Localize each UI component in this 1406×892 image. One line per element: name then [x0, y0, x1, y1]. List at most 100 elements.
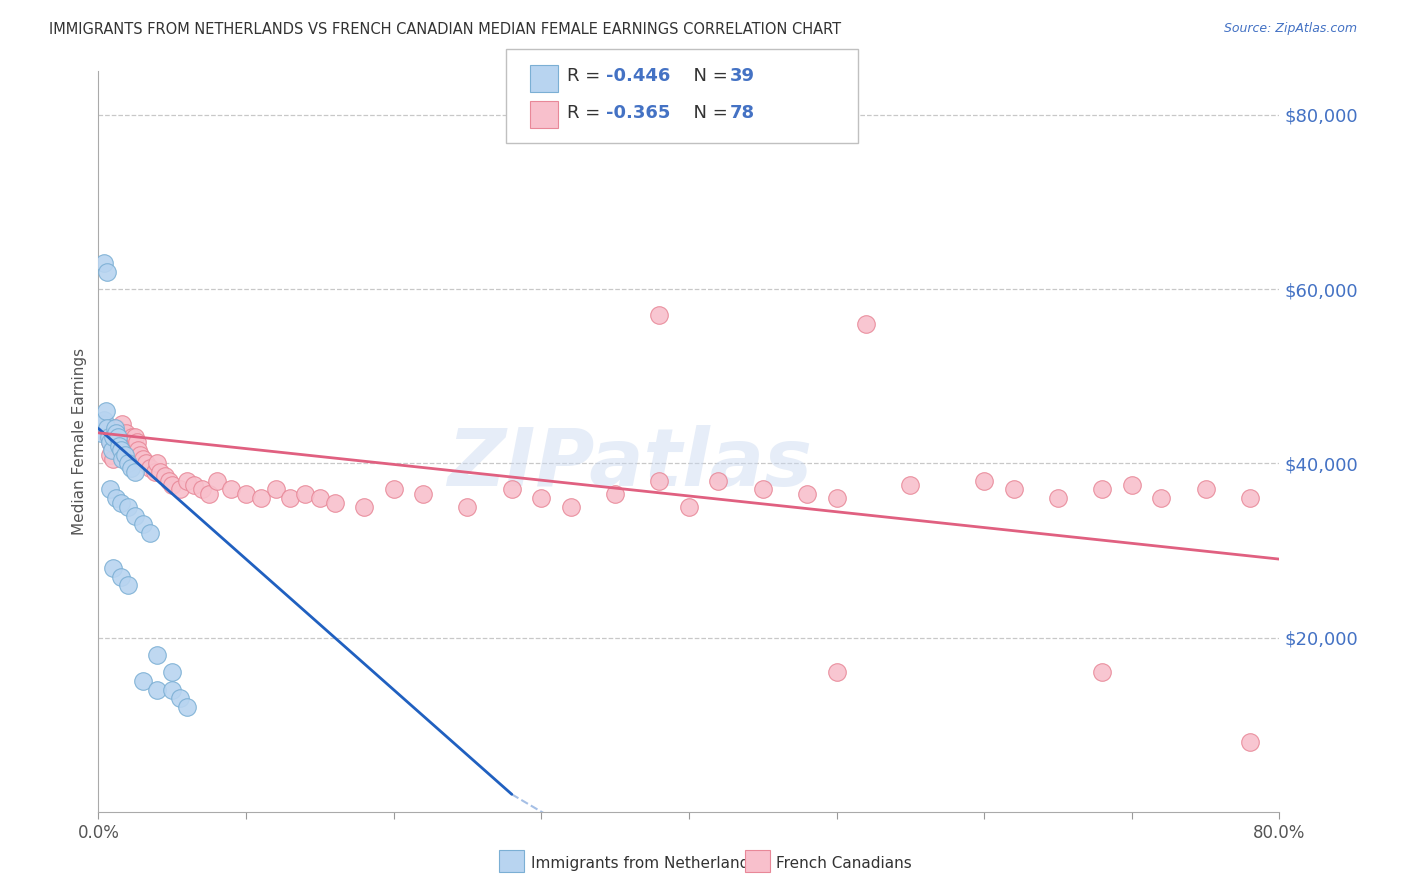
Point — [104, 425, 127, 440]
Point — [280, 491, 302, 505]
Point — [108, 434, 131, 449]
Text: IMMIGRANTS FROM NETHERLANDS VS FRENCH CANADIAN MEDIAN FEMALE EARNINGS CORRELATIO: IMMIGRANTS FROM NETHERLANDS VS FRENCH CA… — [49, 22, 841, 37]
Point — [110, 425, 132, 440]
Point — [825, 665, 848, 680]
Point — [124, 465, 146, 479]
Point — [98, 448, 121, 462]
Point — [169, 691, 191, 706]
Point — [117, 456, 139, 470]
Point — [1195, 483, 1218, 497]
Point — [1091, 483, 1114, 497]
Point — [1002, 483, 1025, 497]
Point — [1150, 491, 1173, 505]
Point — [107, 430, 129, 444]
Point — [973, 474, 995, 488]
Point — [235, 487, 257, 501]
Point — [110, 495, 132, 509]
Point — [114, 439, 136, 453]
Point — [110, 443, 132, 458]
Point — [98, 483, 121, 497]
Point — [294, 487, 316, 501]
Point — [264, 483, 287, 497]
Point — [153, 469, 176, 483]
Point — [1239, 735, 1261, 749]
Point — [132, 674, 155, 689]
Point — [107, 430, 129, 444]
Point — [900, 478, 922, 492]
Point — [139, 460, 162, 475]
Point — [1091, 665, 1114, 680]
Point — [124, 430, 146, 444]
Point — [855, 317, 877, 331]
Text: N =: N = — [682, 104, 734, 122]
Point — [530, 491, 553, 505]
Point — [98, 434, 121, 449]
Point — [221, 483, 243, 497]
Point — [169, 483, 191, 497]
Text: -0.446: -0.446 — [606, 67, 671, 85]
Point — [183, 478, 205, 492]
Point — [124, 508, 146, 523]
Point — [128, 448, 150, 462]
Point — [100, 430, 122, 444]
Point — [122, 439, 145, 453]
Point — [205, 474, 228, 488]
Point — [103, 430, 125, 444]
Point — [103, 421, 125, 435]
Point — [132, 452, 155, 467]
Point — [353, 500, 375, 514]
Text: N =: N = — [682, 67, 734, 85]
Point — [104, 421, 127, 435]
Point — [114, 448, 136, 462]
Text: R =: R = — [567, 104, 606, 122]
Point — [162, 478, 183, 492]
Point — [118, 443, 141, 458]
Point — [146, 682, 169, 697]
Point — [105, 439, 128, 453]
Point — [121, 430, 143, 444]
Point — [796, 487, 818, 501]
Point — [103, 452, 125, 467]
Point — [250, 491, 273, 505]
Point — [382, 483, 405, 497]
Point — [96, 421, 118, 435]
Point — [105, 421, 128, 435]
Point — [501, 483, 523, 497]
Point — [90, 425, 112, 440]
Point — [93, 413, 115, 427]
Point — [94, 404, 117, 418]
Point — [125, 434, 148, 449]
Point — [96, 421, 118, 435]
Point — [112, 430, 135, 444]
Point — [105, 491, 128, 505]
Point — [111, 417, 134, 431]
Point — [89, 421, 111, 435]
Point — [162, 682, 183, 697]
Y-axis label: Median Female Earnings: Median Female Earnings — [72, 348, 87, 535]
Point — [752, 483, 775, 497]
Point — [94, 425, 117, 440]
Point — [139, 526, 162, 541]
Point — [105, 425, 128, 440]
Point — [100, 443, 122, 458]
Point — [110, 569, 132, 583]
Point — [1121, 478, 1143, 492]
Point — [103, 561, 125, 575]
Point — [98, 434, 121, 449]
Point — [605, 487, 627, 501]
Point — [825, 491, 848, 505]
Point — [157, 474, 180, 488]
Point — [149, 465, 172, 479]
Point — [97, 430, 120, 444]
Text: R =: R = — [567, 67, 606, 85]
Point — [176, 474, 198, 488]
Text: -0.365: -0.365 — [606, 104, 671, 122]
Point — [127, 443, 149, 458]
Point — [560, 500, 582, 514]
Point — [132, 517, 155, 532]
Text: Source: ZipAtlas.com: Source: ZipAtlas.com — [1223, 22, 1357, 36]
Text: 39: 39 — [730, 67, 755, 85]
Point — [1046, 491, 1070, 505]
Point — [111, 452, 134, 467]
Point — [176, 700, 198, 714]
